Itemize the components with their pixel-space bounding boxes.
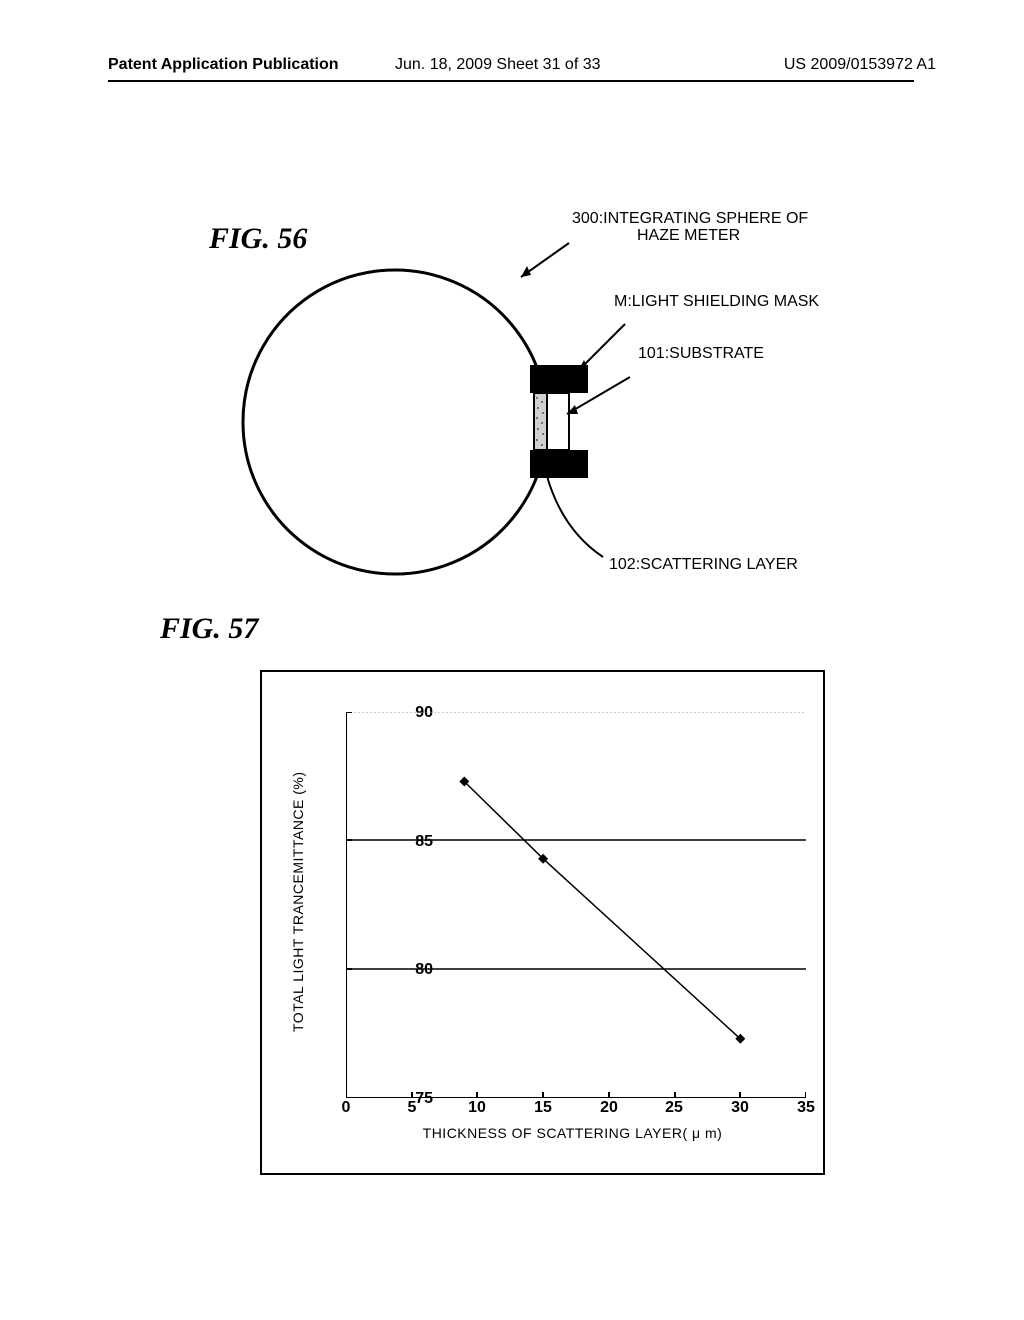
callout-scattering: 102:SCATTERING LAYER <box>609 556 798 574</box>
page-container: Patent Application Publication Jun. 18, … <box>0 0 1024 1320</box>
scattering-layer <box>534 393 547 450</box>
header-number: US 2009/0153972 A1 <box>784 56 936 74</box>
data-line <box>464 782 740 1039</box>
plot-svg <box>346 712 806 1098</box>
fig56-diagram <box>225 205 795 605</box>
x-tick-25: 25 <box>659 1099 689 1117</box>
header-publication: Patent Application Publication <box>108 56 339 74</box>
y-axis-label: TOTAL LIGHT TRANCEMITTANCE (%) <box>290 771 306 1032</box>
x-tick-15: 15 <box>528 1099 558 1117</box>
x-tick-35: 35 <box>791 1099 821 1117</box>
x-tick-30: 30 <box>725 1099 755 1117</box>
x-tick-5: 5 <box>397 1099 427 1117</box>
x-tick-20: 20 <box>594 1099 624 1117</box>
integrating-sphere <box>243 270 544 574</box>
header-rule <box>108 80 914 82</box>
x-axis-label: THICKNESS OF SCATTERING LAYER( μ m) <box>423 1125 723 1141</box>
x-tick-0: 0 <box>331 1099 361 1117</box>
callout-substrate: 101:SUBSTRATE <box>638 345 764 363</box>
callout-sphere-l1: 300:INTEGRATING SPHERE OF <box>572 210 808 228</box>
callout-sphere-l2: HAZE METER <box>637 227 740 245</box>
header-date-sheet: Jun. 18, 2009 Sheet 31 of 33 <box>395 56 601 74</box>
chart-frame: TOTAL LIGHT TRANCEMITTANCE (%) THICKNESS… <box>260 670 825 1175</box>
mask-bottom <box>530 450 588 478</box>
fig57-title: FIG. 57 <box>160 612 258 646</box>
callout-mask: M:LIGHT SHIELDING MASK <box>614 293 819 311</box>
substrate <box>547 393 569 450</box>
x-tick-10: 10 <box>462 1099 492 1117</box>
